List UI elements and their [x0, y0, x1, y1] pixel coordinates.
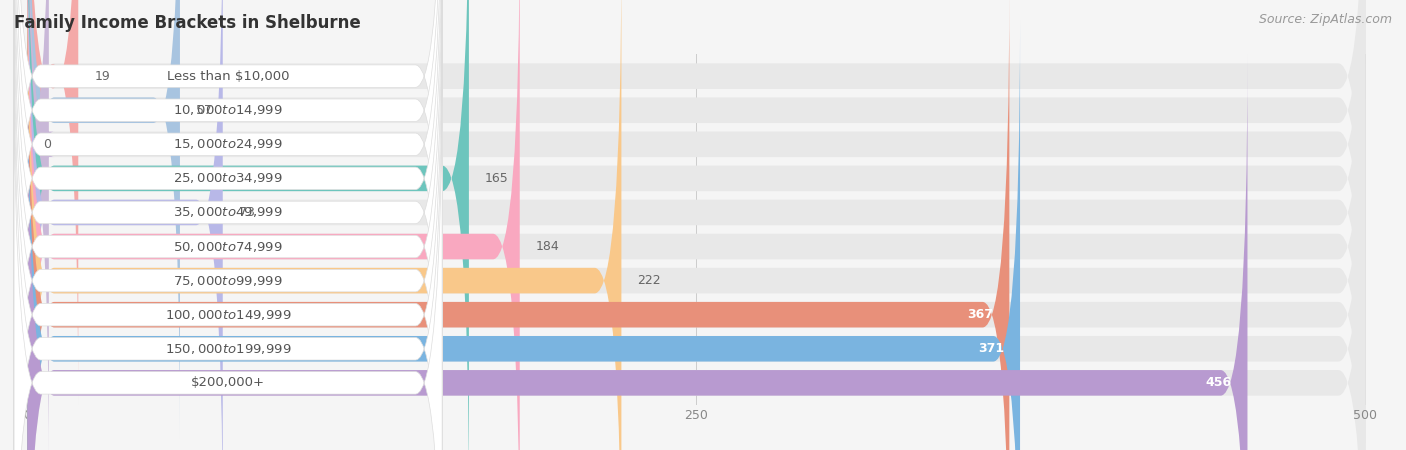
FancyBboxPatch shape — [28, 0, 520, 450]
FancyBboxPatch shape — [22, 0, 55, 450]
Text: $15,000 to $24,999: $15,000 to $24,999 — [173, 137, 283, 151]
FancyBboxPatch shape — [14, 0, 441, 440]
Text: 222: 222 — [637, 274, 661, 287]
Text: 371: 371 — [977, 342, 1004, 355]
Text: $35,000 to $49,999: $35,000 to $49,999 — [173, 206, 283, 220]
Text: 456: 456 — [1205, 376, 1232, 389]
Text: 165: 165 — [485, 172, 509, 185]
FancyBboxPatch shape — [14, 0, 441, 450]
Text: Source: ZipAtlas.com: Source: ZipAtlas.com — [1258, 14, 1392, 27]
FancyBboxPatch shape — [14, 0, 441, 450]
FancyBboxPatch shape — [28, 0, 1365, 450]
FancyBboxPatch shape — [14, 0, 441, 450]
FancyBboxPatch shape — [28, 0, 1365, 450]
FancyBboxPatch shape — [28, 0, 468, 450]
Text: 73: 73 — [239, 206, 254, 219]
FancyBboxPatch shape — [14, 19, 441, 450]
Text: $150,000 to $199,999: $150,000 to $199,999 — [165, 342, 291, 356]
FancyBboxPatch shape — [28, 21, 1365, 450]
FancyBboxPatch shape — [28, 0, 222, 450]
FancyBboxPatch shape — [14, 0, 441, 450]
FancyBboxPatch shape — [28, 0, 1365, 404]
FancyBboxPatch shape — [14, 0, 441, 450]
FancyBboxPatch shape — [28, 0, 1365, 450]
FancyBboxPatch shape — [28, 0, 1365, 450]
FancyBboxPatch shape — [28, 0, 180, 438]
Text: $25,000 to $34,999: $25,000 to $34,999 — [173, 171, 283, 185]
Text: 0: 0 — [44, 138, 52, 151]
Text: $75,000 to $99,999: $75,000 to $99,999 — [173, 274, 283, 288]
Text: 57: 57 — [195, 104, 212, 117]
FancyBboxPatch shape — [28, 21, 1019, 450]
FancyBboxPatch shape — [14, 53, 441, 450]
FancyBboxPatch shape — [14, 0, 441, 450]
Text: 367: 367 — [967, 308, 993, 321]
FancyBboxPatch shape — [28, 55, 1247, 450]
FancyBboxPatch shape — [28, 0, 1365, 450]
FancyBboxPatch shape — [28, 0, 79, 404]
FancyBboxPatch shape — [14, 0, 441, 406]
Text: Less than $10,000: Less than $10,000 — [167, 70, 290, 83]
FancyBboxPatch shape — [28, 55, 1365, 450]
Text: $10,000 to $14,999: $10,000 to $14,999 — [173, 103, 283, 117]
Text: $200,000+: $200,000+ — [191, 376, 266, 389]
Text: $100,000 to $149,999: $100,000 to $149,999 — [165, 308, 291, 322]
FancyBboxPatch shape — [28, 0, 1010, 450]
FancyBboxPatch shape — [28, 0, 1365, 450]
FancyBboxPatch shape — [28, 0, 1365, 438]
Text: 19: 19 — [94, 70, 110, 83]
FancyBboxPatch shape — [28, 0, 621, 450]
Text: 184: 184 — [536, 240, 560, 253]
Text: $50,000 to $74,999: $50,000 to $74,999 — [173, 239, 283, 253]
Text: Family Income Brackets in Shelburne: Family Income Brackets in Shelburne — [14, 14, 361, 32]
